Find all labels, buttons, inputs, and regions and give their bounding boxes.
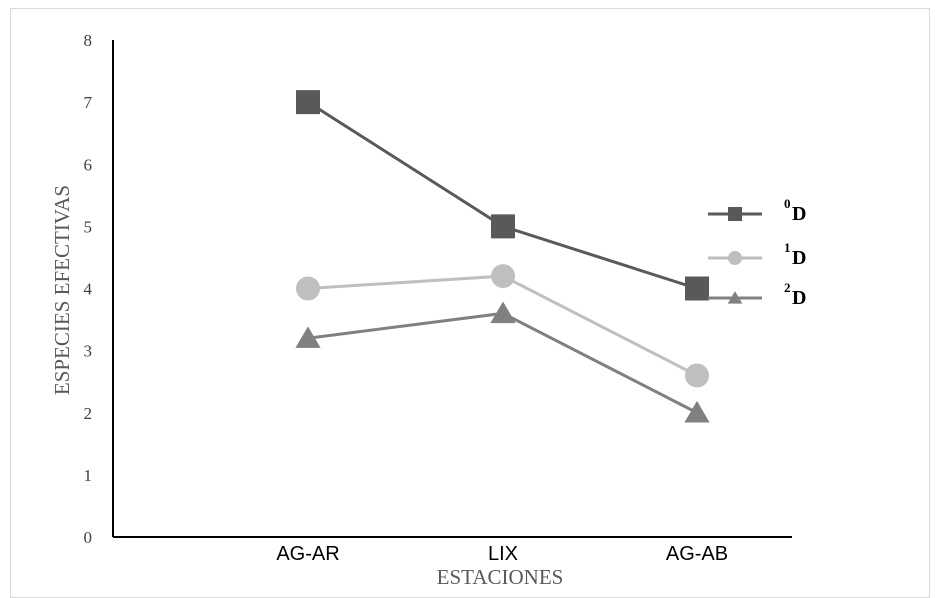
y-tick-label: 6	[84, 155, 93, 174]
data-point	[491, 264, 515, 289]
series-line	[307, 311, 698, 415]
legend-label: D	[792, 203, 806, 225]
legend-marker	[728, 207, 742, 221]
x-category-label: AG-AR	[276, 543, 339, 565]
x-axis-ticks: AG-AR LIX AG-AB	[276, 543, 728, 565]
series-2D	[295, 301, 710, 423]
data-point	[296, 276, 320, 301]
legend-marker	[728, 251, 742, 265]
series-layer	[295, 90, 710, 423]
data-point	[490, 301, 516, 324]
y-tick-label: 4	[84, 280, 93, 299]
x-axis-title: ESTACIONES	[437, 565, 564, 589]
x-category-label: LIX	[488, 543, 518, 565]
data-point	[685, 276, 709, 301]
data-point	[685, 363, 709, 388]
y-tick-label: 0	[84, 528, 93, 547]
data-point	[296, 90, 320, 115]
y-tick-label: 2	[84, 404, 93, 423]
series-1D	[296, 264, 709, 388]
legend-superscript: 1	[784, 240, 791, 255]
y-tick-label: 5	[84, 217, 93, 236]
legend: 0 D1 D2 D	[708, 196, 806, 309]
legend-superscript: 0	[784, 196, 791, 211]
legend-marker	[727, 291, 743, 304]
data-point	[684, 400, 710, 423]
legend-label: D	[792, 247, 806, 269]
y-axis-title: ESPECIES EFECTIVAS	[50, 185, 74, 395]
y-tick-label: 1	[84, 466, 93, 485]
series-line	[307, 274, 698, 377]
series-0D	[296, 90, 709, 301]
data-point	[491, 214, 515, 239]
x-category-label: AG-AB	[666, 543, 728, 565]
y-axis-ticks: 0 1 2 3 4 5 6 7 8	[84, 31, 93, 547]
y-tick-label: 8	[84, 31, 93, 50]
y-tick-label: 7	[84, 93, 93, 112]
data-point	[295, 326, 321, 348]
legend-label: D	[792, 287, 806, 309]
legend-superscript: 2	[784, 280, 791, 295]
y-tick-label: 3	[84, 342, 93, 361]
series-line	[307, 100, 698, 290]
